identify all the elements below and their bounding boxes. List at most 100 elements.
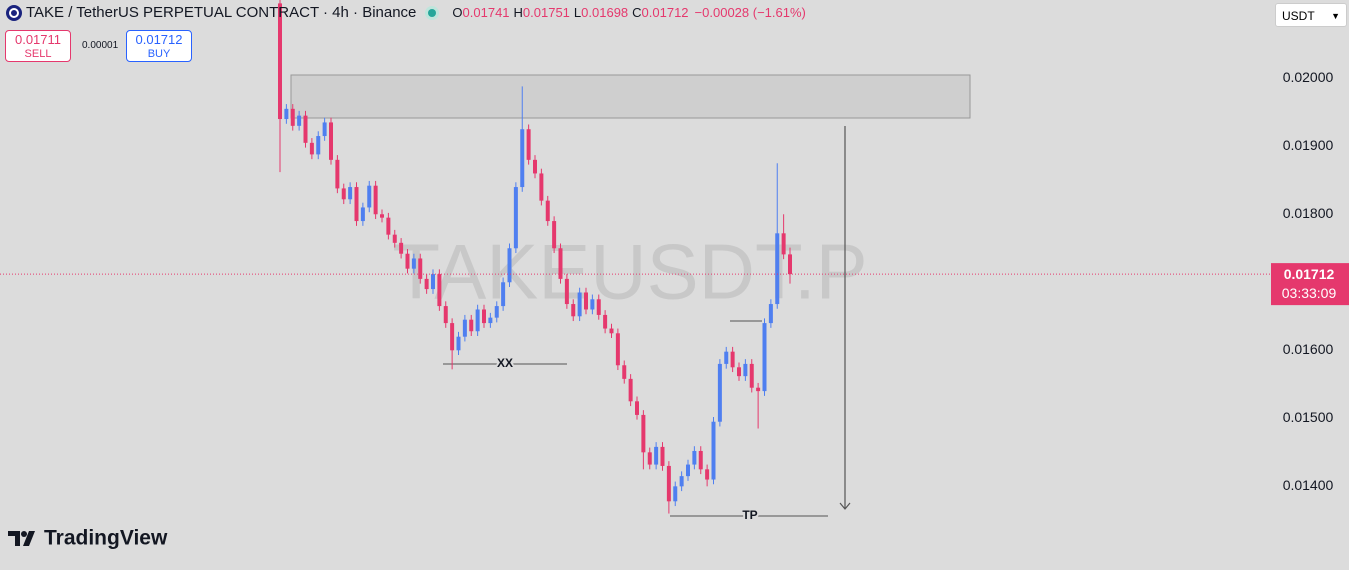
- candle-body: [673, 486, 678, 502]
- xx-label: XX: [497, 356, 513, 370]
- candle-body: [303, 115, 308, 143]
- sell-button[interactable]: 0.01711 SELL: [5, 30, 71, 62]
- candle-body: [762, 323, 767, 392]
- current-price-tag: [1271, 263, 1349, 306]
- ohlc-key: H: [513, 5, 523, 20]
- candle-body: [411, 258, 416, 269]
- candle-body: [354, 187, 359, 222]
- candle-body: [348, 187, 353, 200]
- candle-body: [316, 136, 321, 155]
- candle-body: [558, 248, 563, 279]
- status-dot: [425, 5, 440, 20]
- chart-header: TAKE / TetherUS PERPETUAL CONTRACT · 4h …: [6, 4, 806, 21]
- ohlc-legend: O0.01741 H0.01751 L0.01698 C0.01712 −0.00028…: [448, 5, 805, 20]
- candle-body: [730, 351, 735, 368]
- current-price: 0.01712: [1284, 266, 1335, 282]
- currency: USDT: [1282, 9, 1315, 23]
- candle-body: [775, 233, 780, 305]
- ohlc-key: L: [573, 5, 582, 20]
- candle-body: [437, 274, 442, 307]
- candle-body: [494, 306, 499, 318]
- candle-body: [475, 309, 480, 332]
- y-tick-label: 0.01800: [1283, 205, 1334, 221]
- candle-body: [297, 115, 302, 126]
- symbol-icon: [6, 4, 22, 21]
- candle-body: [360, 207, 365, 222]
- candle-body: [526, 129, 531, 160]
- candle-body: [539, 173, 544, 201]
- candle-body: [399, 242, 404, 254]
- chart-title: TAKE / TetherUS PERPETUAL CONTRACT · 4h …: [26, 4, 417, 21]
- candle-body: [443, 306, 448, 324]
- candle-body: [482, 309, 486, 324]
- candle-body: [666, 465, 671, 502]
- candle-body: [692, 450, 697, 465]
- candle-body: [705, 469, 710, 480]
- candle-body: [596, 299, 601, 315]
- change: −0.00028 (−1.61%): [694, 5, 806, 20]
- candle-body: [533, 159, 537, 174]
- candle-body: [628, 378, 633, 402]
- candle-body: [590, 299, 595, 310]
- candle-body: [603, 314, 608, 329]
- candle-body: [456, 336, 461, 351]
- candle-body: [380, 214, 384, 218]
- watermark: TAKEUSDT.P: [392, 228, 867, 316]
- y-tick-label: 0.01400: [1283, 477, 1334, 493]
- candle-body: [577, 292, 582, 317]
- candle-body: [373, 185, 378, 215]
- candle-body: [450, 323, 455, 351]
- ohlc-value: 0.01751: [522, 5, 570, 20]
- candle-body: [290, 108, 295, 126]
- candle-body: [654, 446, 659, 465]
- y-tick-label: 0.01500: [1283, 409, 1334, 425]
- candle-body: [737, 367, 741, 377]
- candle-body: [431, 274, 435, 290]
- candle-body: [564, 278, 569, 305]
- spread: 0.00001: [82, 40, 119, 51]
- candle-body: [724, 351, 729, 364]
- resistance-zone: [290, 74, 971, 119]
- ohlc-value: 0.01698: [581, 5, 629, 20]
- candle-body: [647, 452, 652, 465]
- candle-body: [386, 217, 391, 235]
- candle-body: [743, 363, 748, 377]
- candle-body: [501, 282, 506, 307]
- candle-body: [698, 450, 703, 470]
- buy-label: BUY: [147, 48, 171, 60]
- logo-text: TradingView: [44, 527, 168, 550]
- candle-body: [609, 328, 614, 334]
- candle-body: [768, 304, 773, 324]
- ohlc-value: 0.01712: [641, 5, 689, 20]
- candle-body: [781, 233, 786, 255]
- candle-body: [660, 446, 665, 466]
- candle-body: [749, 363, 754, 388]
- candle-body: [488, 317, 493, 324]
- candle-body: [635, 401, 639, 415]
- ohlc-key: O: [452, 5, 463, 20]
- ohlc-value: 0.01741: [462, 5, 510, 20]
- sell-price: 0.01711: [14, 32, 62, 47]
- candle-body: [615, 333, 620, 366]
- candle-body: [418, 258, 423, 279]
- candle-body: [641, 414, 646, 453]
- candle-body: [711, 421, 716, 480]
- countdown: 03:33:09: [1282, 285, 1337, 301]
- buy-button[interactable]: 0.01712 BUY: [126, 30, 192, 62]
- candle-body: [584, 292, 588, 310]
- candle-body: [335, 159, 340, 189]
- candle-body: [392, 234, 397, 243]
- candle-body: [571, 304, 576, 317]
- y-tick-label: 0.01600: [1283, 341, 1334, 357]
- tradingview-logo: TradingView: [8, 527, 168, 550]
- candle-body: [513, 187, 518, 249]
- candle-body: [545, 200, 550, 222]
- candle-body: [622, 365, 627, 379]
- currency-select[interactable]: USDT ▼: [1275, 3, 1347, 27]
- candle-body: [341, 188, 346, 200]
- candle-body: [322, 122, 327, 137]
- candle-body: [462, 319, 467, 337]
- candle-body: [469, 319, 474, 332]
- candle-body: [309, 142, 314, 155]
